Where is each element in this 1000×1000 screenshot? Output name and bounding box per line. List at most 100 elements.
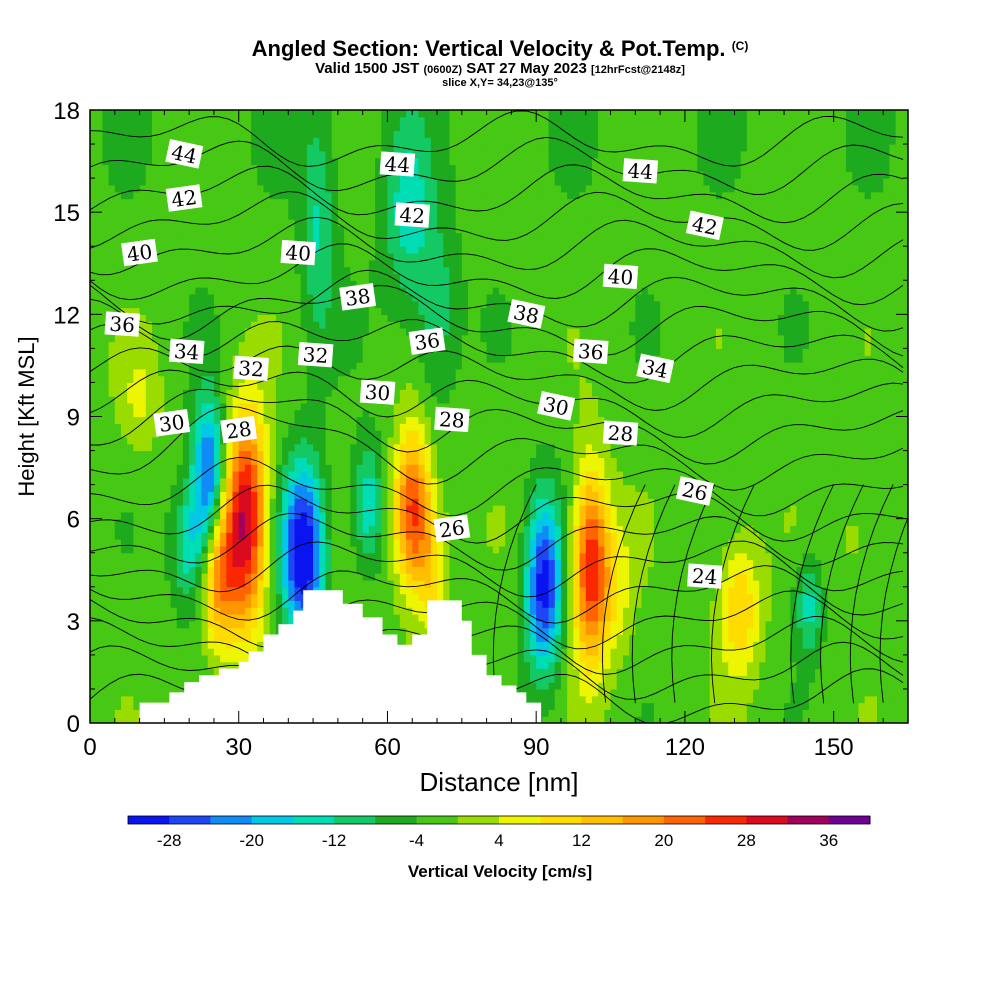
velocity-cell — [182, 525, 190, 533]
velocity-cell — [399, 511, 407, 520]
velocity-cell — [96, 402, 103, 411]
velocity-cell — [238, 259, 246, 268]
velocity-cell — [114, 334, 122, 343]
velocity-cell — [151, 144, 159, 152]
velocity-cell — [331, 259, 339, 268]
velocity-cell — [275, 614, 283, 622]
velocity-cell — [294, 232, 302, 241]
velocity-cell — [399, 300, 407, 309]
velocity-cell — [418, 566, 426, 574]
velocity-cell — [207, 280, 215, 288]
velocity-cell — [90, 362, 97, 370]
velocity-cell — [127, 137, 134, 145]
velocity-cell — [108, 505, 116, 513]
velocity-cell — [275, 110, 283, 118]
velocity-cell — [102, 130, 110, 138]
velocity-cell — [313, 368, 320, 377]
velocity-cell — [151, 327, 159, 336]
velocity-cell — [263, 178, 271, 186]
velocity-cell — [220, 559, 227, 567]
velocity-cell — [158, 362, 165, 370]
velocity-cell — [387, 287, 395, 295]
velocity-cell — [213, 600, 221, 608]
velocity-cell — [127, 641, 134, 649]
velocity-cell — [226, 239, 234, 247]
velocity-cell — [337, 334, 345, 343]
velocity-cell — [195, 654, 203, 663]
velocity-cell — [257, 525, 265, 533]
velocity-cell — [145, 184, 153, 193]
velocity-cell — [381, 375, 389, 384]
velocity-cell — [120, 287, 128, 295]
velocity-cell — [244, 552, 252, 561]
velocity-cell — [145, 287, 153, 295]
velocity-cell — [201, 253, 209, 261]
velocity-cell — [133, 307, 141, 315]
velocity-cell — [288, 355, 296, 363]
velocity-cell — [114, 389, 122, 397]
velocity-cell — [182, 137, 190, 145]
velocity-cell — [182, 123, 190, 132]
velocity-cell — [319, 423, 327, 431]
velocity-cell — [139, 307, 147, 315]
velocity-cell — [313, 321, 320, 329]
velocity-cell — [114, 396, 122, 404]
velocity-cell — [133, 273, 141, 281]
velocity-cell — [251, 634, 258, 642]
velocity-cell — [294, 450, 302, 458]
velocity-cell — [313, 212, 320, 220]
velocity-cell — [238, 607, 246, 615]
velocity-cell — [226, 511, 234, 520]
velocity-cell — [90, 491, 97, 499]
velocity-cell — [96, 348, 103, 356]
velocity-cell — [102, 205, 110, 213]
velocity-cell — [226, 137, 234, 145]
velocity-cell — [331, 491, 339, 499]
velocity-cell — [381, 491, 389, 499]
velocity-cell — [275, 164, 283, 172]
velocity-cell — [269, 464, 277, 472]
velocity-cell — [170, 368, 178, 377]
velocity-cell — [164, 525, 172, 533]
velocity-cell — [288, 137, 296, 145]
velocity-cell — [275, 273, 283, 281]
velocity-cell — [151, 600, 159, 608]
velocity-cell — [269, 110, 277, 118]
velocity-cell — [102, 525, 110, 533]
velocity-cell — [127, 484, 134, 493]
velocity-cell — [300, 321, 308, 329]
velocity-cell — [96, 648, 103, 656]
velocity-cell — [213, 239, 221, 247]
chart-title: Angled Section: Vertical Velocity & Pot.… — [0, 36, 1000, 62]
velocity-cell — [399, 239, 407, 247]
velocity-cell — [176, 116, 184, 125]
velocity-cell — [213, 178, 221, 186]
velocity-cell — [139, 579, 147, 588]
velocity-cell — [145, 307, 153, 315]
velocity-cell — [108, 402, 116, 411]
velocity-cell — [406, 382, 413, 390]
velocity-cell — [127, 402, 134, 411]
velocity-cell — [294, 130, 302, 138]
velocity-cell — [393, 137, 401, 145]
velocity-cell — [108, 293, 116, 302]
velocity-cell — [387, 307, 395, 315]
velocity-cell — [189, 137, 196, 145]
velocity-cell — [251, 498, 258, 506]
velocity-cell — [356, 334, 364, 343]
velocity-cell — [251, 470, 258, 479]
velocity-cell — [195, 545, 203, 554]
velocity-cell — [164, 498, 172, 506]
velocity-cell — [251, 614, 258, 622]
velocity-cell — [182, 675, 190, 683]
velocity-cell — [164, 477, 172, 486]
velocity-cell — [133, 552, 141, 561]
velocity-cell — [257, 593, 265, 601]
velocity-cell — [362, 116, 370, 125]
velocity-cell — [300, 423, 308, 431]
velocity-cell — [158, 443, 165, 452]
velocity-cell — [319, 498, 327, 506]
velocity-cell — [158, 300, 165, 309]
velocity-cell — [102, 436, 110, 445]
velocity-cell — [238, 586, 246, 595]
